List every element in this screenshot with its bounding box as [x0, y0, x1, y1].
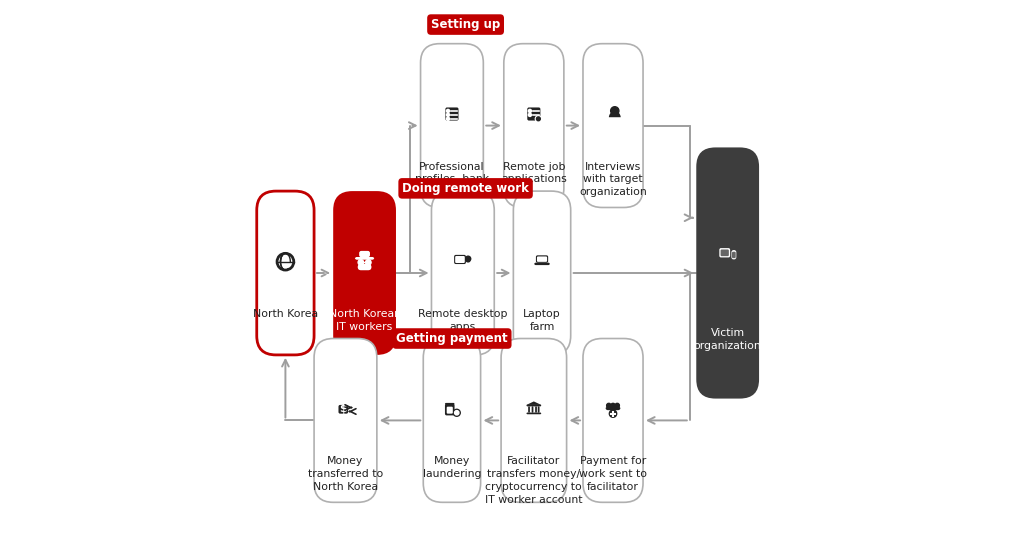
Text: Remote job
applications: Remote job applications	[501, 162, 566, 185]
FancyBboxPatch shape	[357, 264, 372, 270]
Text: Money
laundering: Money laundering	[423, 456, 481, 479]
Circle shape	[455, 411, 459, 415]
Circle shape	[537, 117, 541, 121]
Text: Remote desktop
apps: Remote desktop apps	[418, 309, 508, 332]
Text: North Korean
IT workers: North Korean IT workers	[329, 309, 400, 332]
FancyBboxPatch shape	[513, 191, 570, 355]
Text: North Korea: North Korea	[253, 309, 318, 319]
FancyBboxPatch shape	[446, 407, 453, 414]
FancyBboxPatch shape	[445, 403, 455, 416]
Circle shape	[366, 260, 371, 265]
Circle shape	[606, 403, 611, 408]
FancyBboxPatch shape	[314, 339, 377, 502]
FancyBboxPatch shape	[536, 406, 537, 413]
FancyBboxPatch shape	[583, 339, 643, 502]
FancyBboxPatch shape	[537, 257, 547, 262]
Text: Professional
profiles, bank
accounts, etc.: Professional profiles, bank accounts, et…	[414, 162, 490, 197]
FancyBboxPatch shape	[339, 405, 348, 414]
FancyBboxPatch shape	[423, 339, 480, 502]
FancyBboxPatch shape	[504, 44, 564, 207]
Text: Payment for
work sent to
facilitator: Payment for work sent to facilitator	[579, 456, 647, 492]
FancyBboxPatch shape	[696, 147, 759, 399]
FancyBboxPatch shape	[431, 191, 495, 355]
Circle shape	[528, 109, 531, 112]
FancyBboxPatch shape	[445, 403, 455, 405]
FancyBboxPatch shape	[257, 191, 314, 355]
Circle shape	[454, 410, 460, 416]
Circle shape	[536, 116, 542, 122]
FancyBboxPatch shape	[536, 256, 548, 263]
FancyBboxPatch shape	[531, 406, 534, 413]
FancyBboxPatch shape	[583, 44, 643, 207]
Text: Facilitator
transfers money/
cryptocurrency to
IT worker account: Facilitator transfers money/ cryptocurre…	[485, 456, 583, 505]
FancyBboxPatch shape	[466, 259, 470, 263]
Circle shape	[615, 403, 620, 408]
Wedge shape	[609, 111, 621, 117]
FancyBboxPatch shape	[526, 413, 542, 414]
FancyBboxPatch shape	[731, 250, 736, 259]
FancyBboxPatch shape	[732, 252, 735, 258]
FancyBboxPatch shape	[535, 263, 550, 265]
Text: Getting payment: Getting payment	[396, 332, 508, 345]
FancyBboxPatch shape	[538, 406, 540, 413]
FancyBboxPatch shape	[721, 250, 729, 256]
Polygon shape	[526, 401, 542, 405]
FancyBboxPatch shape	[333, 191, 396, 355]
FancyBboxPatch shape	[526, 405, 542, 406]
Circle shape	[446, 114, 450, 116]
Text: Victim
organization: Victim organization	[694, 328, 762, 351]
Text: Laptop
farm: Laptop farm	[523, 309, 561, 332]
Circle shape	[446, 117, 450, 120]
Circle shape	[611, 403, 615, 408]
Circle shape	[466, 256, 471, 262]
FancyBboxPatch shape	[527, 108, 541, 121]
Text: Interviews
with target
organization: Interviews with target organization	[580, 162, 647, 197]
FancyBboxPatch shape	[528, 406, 529, 413]
FancyBboxPatch shape	[605, 406, 621, 410]
FancyBboxPatch shape	[456, 256, 465, 263]
FancyBboxPatch shape	[501, 339, 566, 502]
Text: Setting up: Setting up	[431, 18, 500, 31]
FancyBboxPatch shape	[421, 44, 483, 207]
FancyBboxPatch shape	[445, 108, 459, 121]
FancyBboxPatch shape	[359, 251, 370, 257]
Circle shape	[610, 106, 618, 115]
FancyBboxPatch shape	[454, 255, 466, 264]
Text: $: $	[339, 404, 347, 414]
Circle shape	[446, 109, 450, 112]
FancyBboxPatch shape	[719, 248, 730, 258]
Circle shape	[609, 410, 616, 417]
Circle shape	[358, 260, 364, 265]
FancyBboxPatch shape	[354, 257, 375, 260]
Text: Money
transferred to
North Korea: Money transferred to North Korea	[308, 456, 383, 492]
Circle shape	[528, 114, 531, 116]
Text: Doing remote work: Doing remote work	[402, 182, 529, 195]
